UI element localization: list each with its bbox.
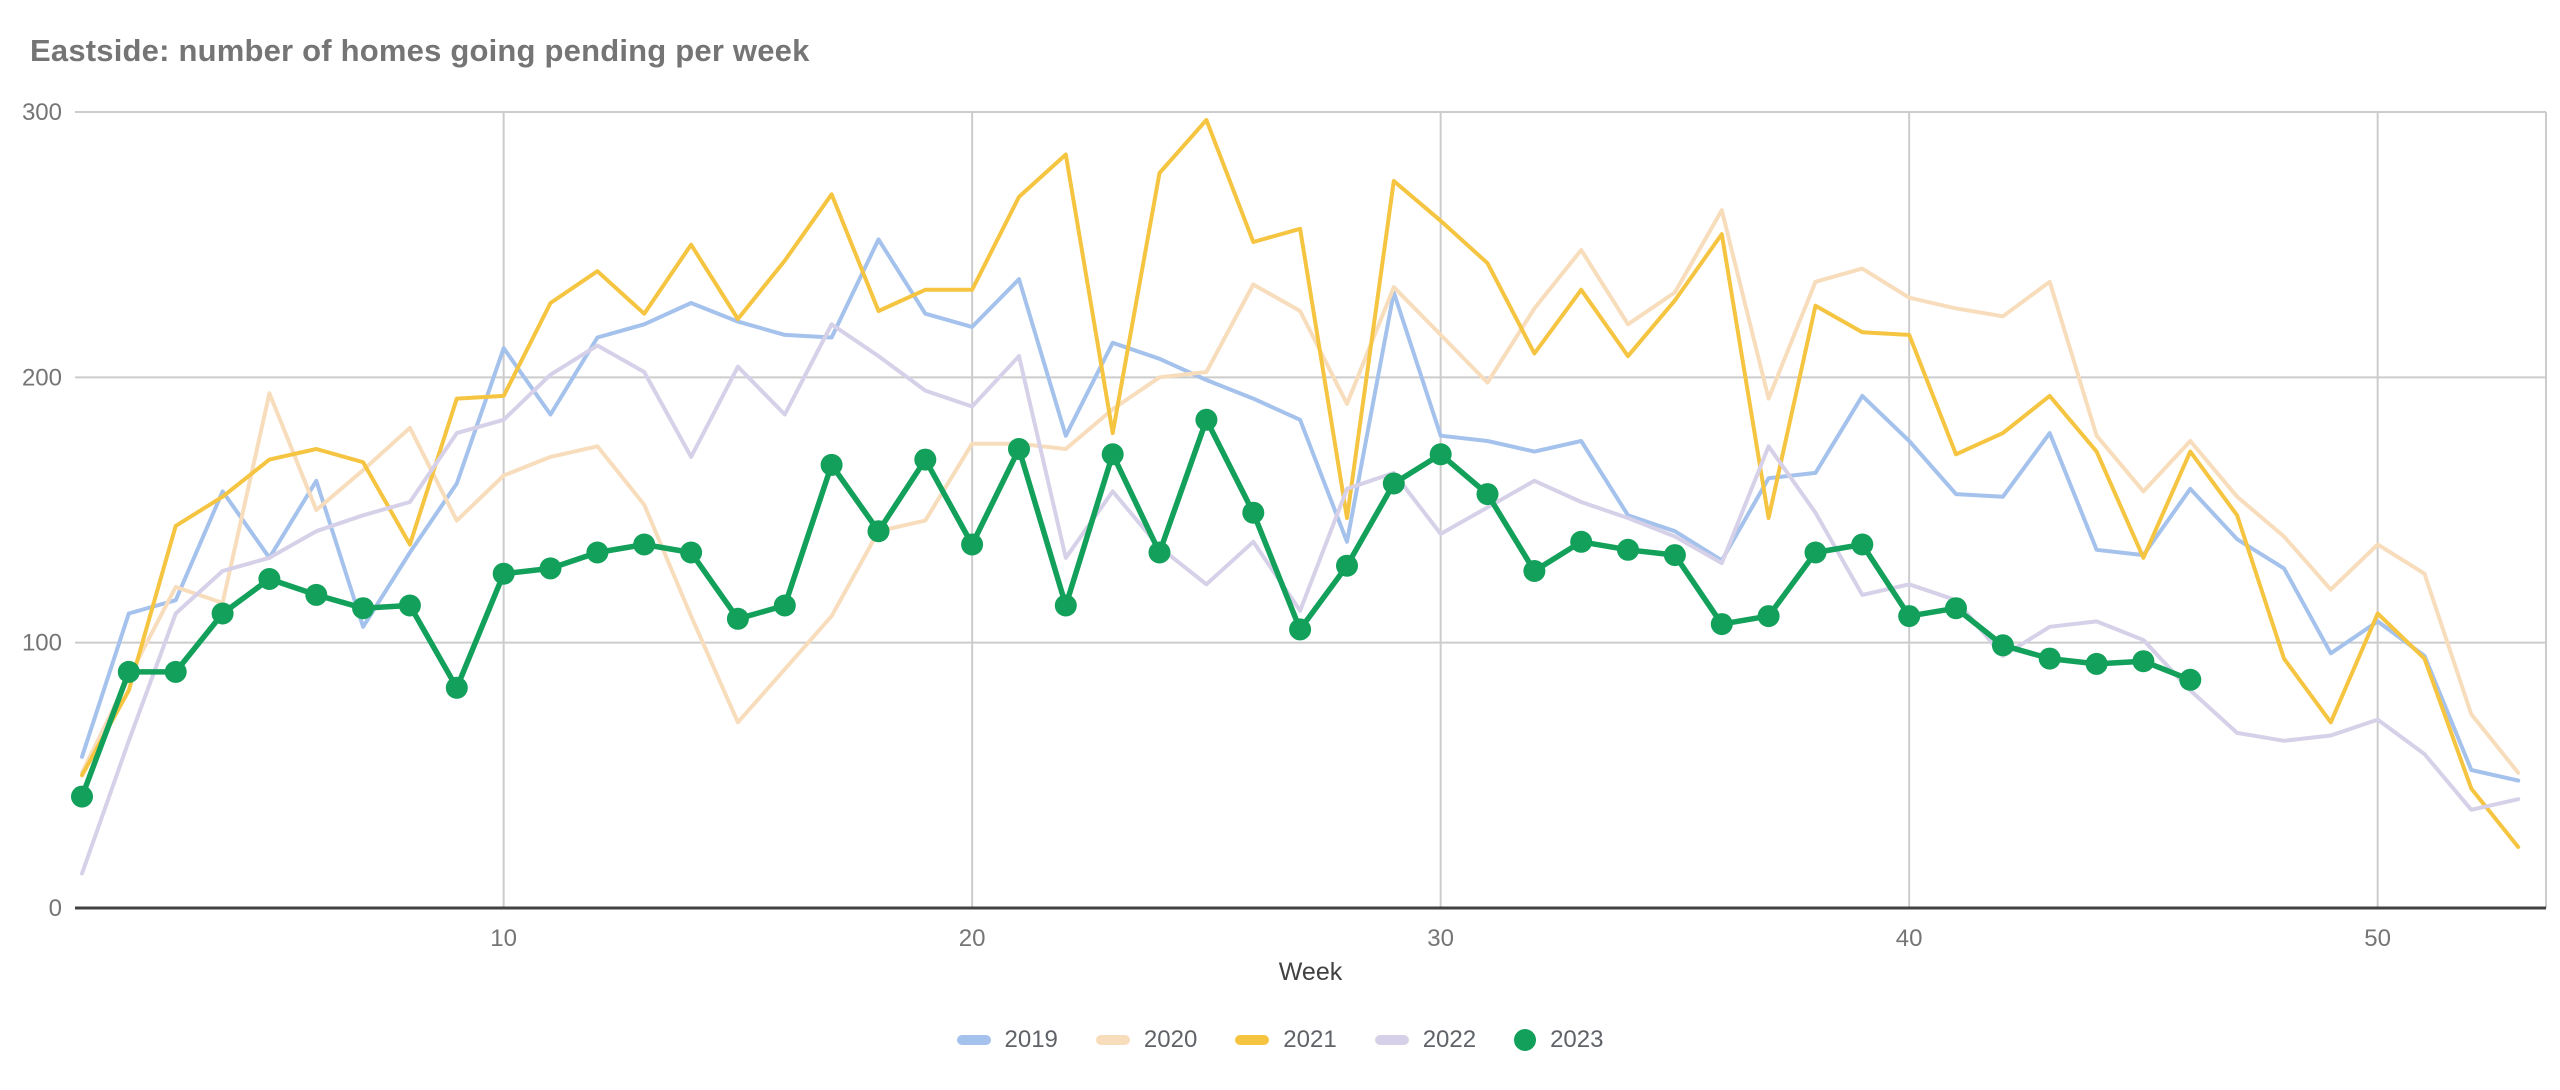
- data-point-2023-week-33[interactable]: [1570, 530, 1593, 553]
- data-point-2023-week-38[interactable]: [1804, 541, 1827, 564]
- data-point-2023-week-9[interactable]: [445, 676, 468, 699]
- data-point-2023-week-36[interactable]: [1710, 613, 1733, 636]
- data-point-2023-week-30[interactable]: [1429, 443, 1452, 466]
- data-point-2023-week-35[interactable]: [1663, 544, 1686, 567]
- data-point-2023-week-5[interactable]: [258, 568, 281, 590]
- data-point-2023-week-27[interactable]: [1289, 618, 1312, 641]
- data-point-2023-week-11[interactable]: [539, 557, 562, 580]
- y-tick-label-200: 200: [22, 364, 62, 391]
- data-point-2023-week-14[interactable]: [680, 541, 703, 564]
- data-point-2023-week-3[interactable]: [164, 660, 187, 683]
- data-point-2023-week-22[interactable]: [1054, 594, 1077, 617]
- data-point-2023-week-37[interactable]: [1757, 605, 1780, 628]
- data-point-2023-week-20[interactable]: [961, 533, 984, 556]
- y-tick-label-300: 300: [22, 99, 62, 126]
- legend-dash-icon: [1235, 1035, 1270, 1045]
- series-line-2021[interactable]: [80, 118, 2521, 849]
- x-tick-label-30: 30: [1427, 925, 1454, 952]
- data-point-2023-week-28[interactable]: [1336, 554, 1358, 577]
- legend-label: 2023: [1550, 1026, 1604, 1053]
- data-point-2023-week-32[interactable]: [1523, 560, 1546, 582]
- legend-item-2021[interactable]: 2021: [1235, 1026, 1337, 1054]
- data-point-2023-week-24[interactable]: [1148, 541, 1171, 564]
- data-point-2023-week-8[interactable]: [398, 594, 421, 617]
- data-point-2023-week-15[interactable]: [726, 607, 749, 630]
- data-point-2023-week-1[interactable]: [71, 785, 93, 808]
- series-line-2023[interactable]: [79, 417, 2194, 800]
- x-axis-title: Week: [1279, 958, 1343, 986]
- data-point-2023-week-7[interactable]: [352, 597, 375, 620]
- x-tick-label-10: 10: [490, 925, 517, 952]
- legend-dash-icon: [1095, 1035, 1130, 1045]
- x-tick-label-40: 40: [1896, 925, 1923, 952]
- series-line-2019[interactable]: [80, 237, 2521, 783]
- chart-legend: 2019 2020 2021 2022 2023: [0, 1026, 2560, 1054]
- chart-title: Eastside: number of homes going pending …: [30, 32, 810, 68]
- series-line-2022[interactable]: [80, 322, 2521, 876]
- y-tick-label-0: 0: [49, 895, 62, 922]
- data-point-2023-week-42[interactable]: [1991, 634, 2014, 657]
- legend-item-2022[interactable]: 2022: [1374, 1026, 1477, 1054]
- data-point-2023-week-44[interactable]: [2085, 652, 2108, 675]
- data-point-2023-week-41[interactable]: [1945, 597, 1967, 620]
- series-line-2020[interactable]: [80, 208, 2521, 775]
- legend-dash-icon: [956, 1035, 991, 1045]
- data-point-2023-week-23[interactable]: [1101, 443, 1124, 466]
- data-point-2023-week-17[interactable]: [820, 453, 843, 476]
- x-tick-label-50: 50: [2364, 925, 2391, 952]
- legend-item-2023[interactable]: 2023: [1514, 1026, 1603, 1054]
- legend-label: 2019: [1004, 1026, 1058, 1053]
- data-point-2023-week-39[interactable]: [1851, 533, 1874, 556]
- data-point-2023-week-43[interactable]: [2038, 647, 2061, 670]
- data-point-2023-week-12[interactable]: [586, 541, 609, 564]
- data-point-2023-week-40[interactable]: [1898, 605, 1921, 628]
- data-point-2023-week-34[interactable]: [1617, 538, 1639, 561]
- legend-dash-icon: [1374, 1035, 1409, 1045]
- x-tick-label-20: 20: [959, 925, 986, 952]
- data-point-2023-week-31[interactable]: [1476, 483, 1499, 506]
- legend-item-2019[interactable]: 2019: [956, 1026, 1058, 1054]
- data-point-2023-week-6[interactable]: [305, 583, 328, 606]
- legend-label: 2022: [1422, 1026, 1477, 1053]
- data-point-2023-week-19[interactable]: [914, 448, 937, 471]
- data-point-2023-week-46[interactable]: [2179, 668, 2202, 691]
- data-point-2023-week-4[interactable]: [211, 602, 234, 625]
- data-point-2023-week-26[interactable]: [1242, 501, 1265, 524]
- data-point-2023-week-2[interactable]: [117, 660, 140, 683]
- legend-circle-icon: [1514, 1029, 1537, 1051]
- data-point-2023-week-10[interactable]: [492, 562, 515, 585]
- data-point-2023-week-21[interactable]: [1008, 438, 1030, 460]
- legend-label: 2020: [1143, 1026, 1198, 1053]
- data-point-2023-week-25[interactable]: [1195, 408, 1218, 431]
- legend-label: 2021: [1283, 1026, 1337, 1053]
- data-point-2023-week-29[interactable]: [1382, 472, 1405, 495]
- data-point-2023-week-13[interactable]: [633, 533, 656, 556]
- data-point-2023-week-16[interactable]: [773, 594, 796, 617]
- data-point-2023-week-45[interactable]: [2132, 650, 2155, 673]
- y-tick-label-100: 100: [22, 630, 62, 657]
- data-point-2023-week-18[interactable]: [867, 520, 890, 543]
- legend-item-2020[interactable]: 2020: [1095, 1026, 1198, 1054]
